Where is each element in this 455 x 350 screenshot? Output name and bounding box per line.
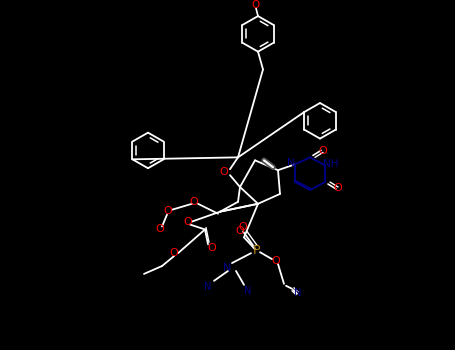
Text: N: N	[244, 286, 252, 296]
Text: N: N	[287, 158, 295, 168]
Text: N: N	[294, 288, 302, 298]
Text: O: O	[252, 0, 260, 10]
Text: O: O	[220, 167, 228, 177]
Text: N: N	[223, 263, 231, 273]
Text: O: O	[334, 183, 342, 193]
Text: N: N	[204, 282, 212, 292]
Text: O: O	[170, 248, 178, 258]
Text: O: O	[164, 206, 172, 216]
Text: P: P	[253, 244, 261, 257]
Text: O: O	[238, 223, 248, 232]
Text: O: O	[184, 217, 192, 226]
Text: NH: NH	[323, 159, 339, 169]
Text: O: O	[190, 197, 198, 207]
Text: O: O	[156, 224, 164, 234]
Text: O: O	[272, 256, 280, 266]
Text: O: O	[236, 226, 244, 237]
Text: O: O	[318, 146, 328, 156]
Text: O: O	[207, 243, 217, 253]
